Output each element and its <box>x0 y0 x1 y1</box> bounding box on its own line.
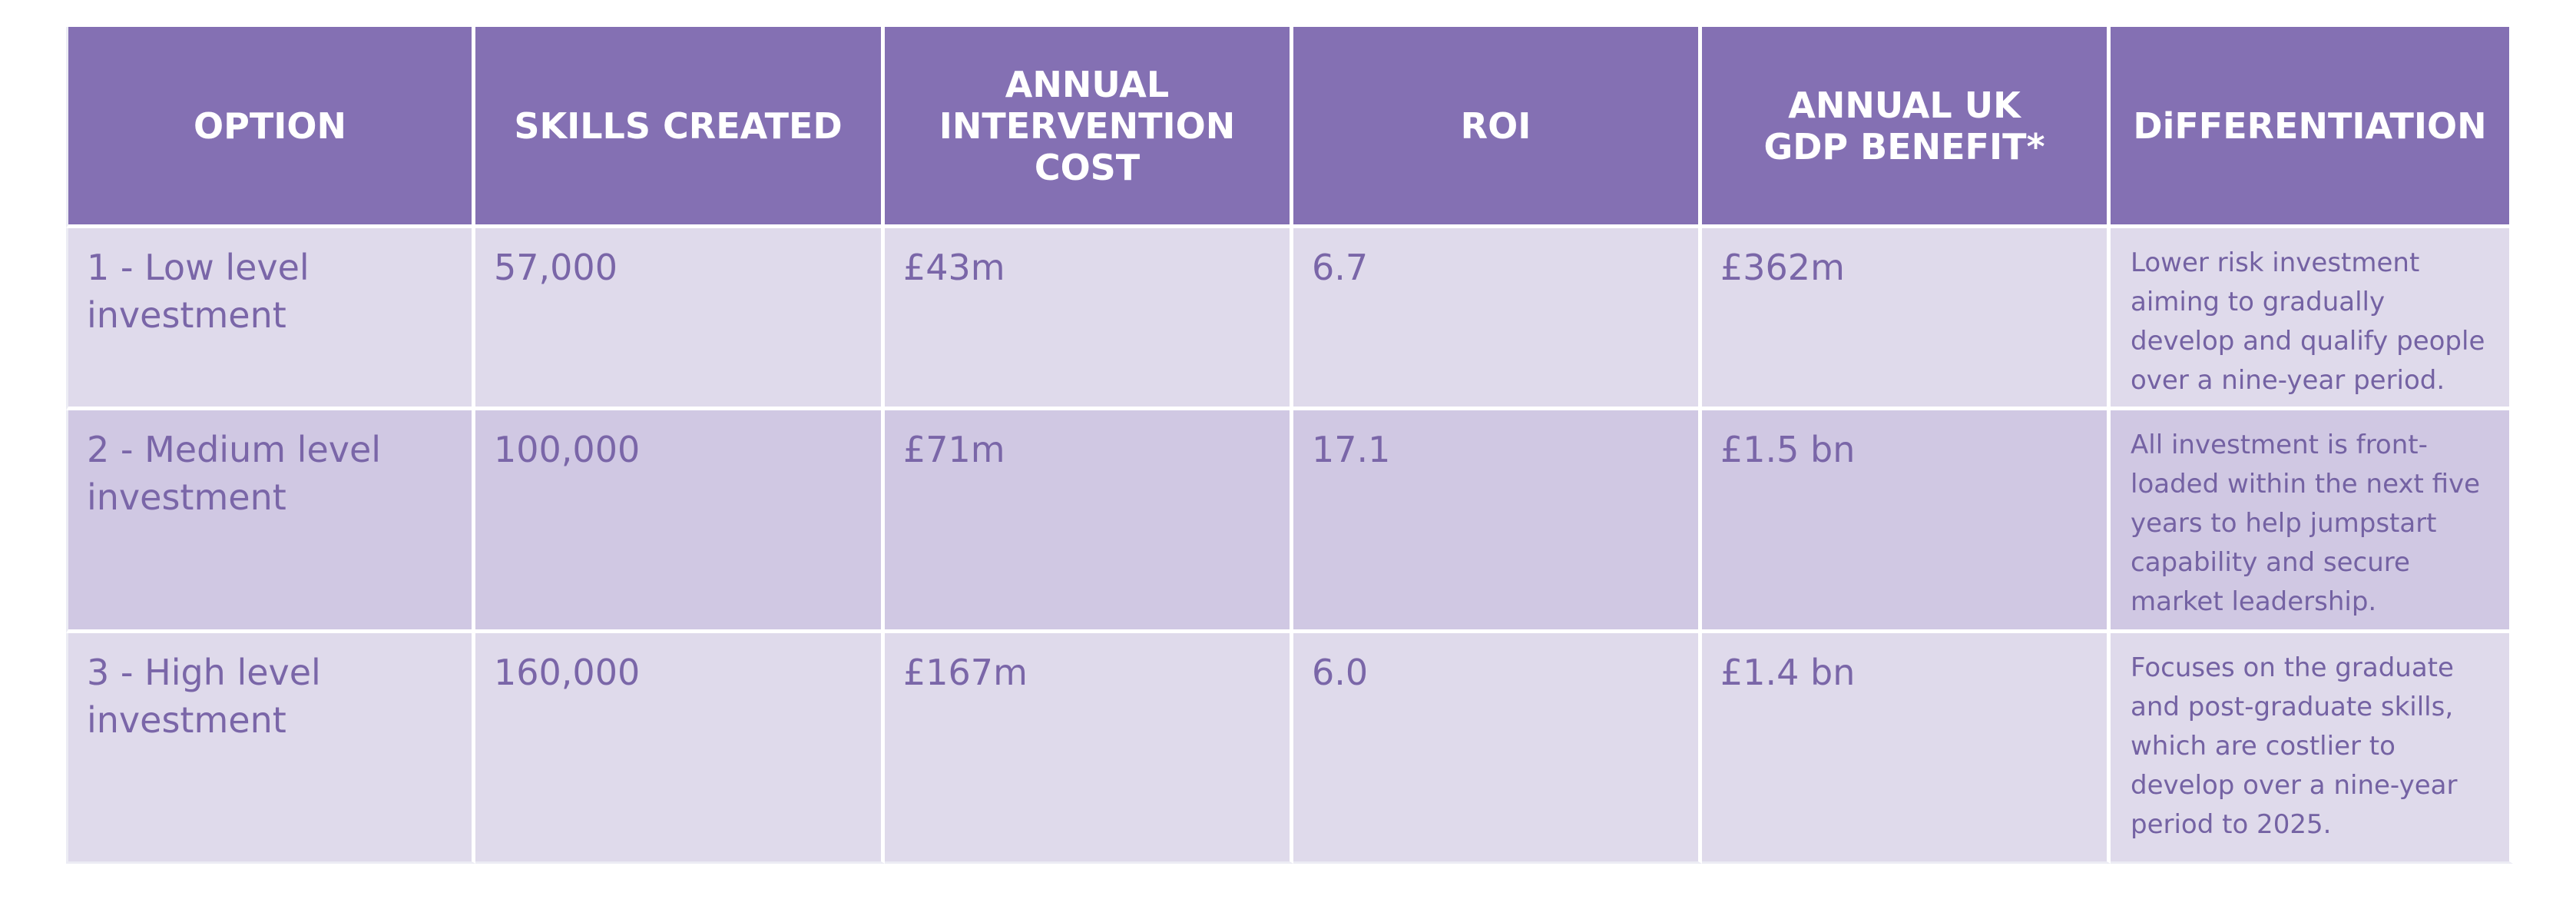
table-header-row: OPTION SKILLS CREATED ANNUAL INTERVENTIO… <box>66 27 2513 228</box>
cell-differentiation: All investment is front-loaded within th… <box>2111 410 2513 633</box>
cell-option: 2 - Medium level investment <box>66 410 475 633</box>
header-option: OPTION <box>66 27 475 228</box>
cell-annual-intervention-cost: £167m <box>885 633 1293 864</box>
cell-roi: 6.7 <box>1293 228 1702 410</box>
investment-options-table: OPTION SKILLS CREATED ANNUAL INTERVENTIO… <box>66 27 2513 864</box>
cell-roi: 6.0 <box>1293 633 1702 864</box>
cell-roi: 17.1 <box>1293 410 1702 633</box>
header-annual-intervention-cost: ANNUAL INTERVENTION COST <box>885 27 1293 228</box>
table-row: 2 - Medium level investment 100,000 £71m… <box>66 410 2513 633</box>
cell-annual-uk-gdp-benefit: £1.4 bn <box>1702 633 2111 864</box>
cell-differentiation: Lower risk investment aiming to graduall… <box>2111 228 2513 410</box>
cell-annual-uk-gdp-benefit: £1.5 bn <box>1702 410 2111 633</box>
header-differentiation: DiFFERENTIATION <box>2111 27 2513 228</box>
cell-option: 3 - High level investment <box>66 633 475 864</box>
cell-annual-uk-gdp-benefit: £362m <box>1702 228 2111 410</box>
cell-option: 1 - Low level investment <box>66 228 475 410</box>
cell-differentiation: Focuses on the graduate and post-graduat… <box>2111 633 2513 864</box>
cell-skills-created: 100,000 <box>475 410 885 633</box>
table-row: 3 - High level investment 160,000 £167m … <box>66 633 2513 864</box>
header-roi: ROI <box>1293 27 1702 228</box>
cell-annual-intervention-cost: £71m <box>885 410 1293 633</box>
table-row: 1 - Low level investment 57,000 £43m 6.7… <box>66 228 2513 410</box>
header-skills-created: SKILLS CREATED <box>475 27 885 228</box>
cell-skills-created: 160,000 <box>475 633 885 864</box>
header-annual-uk-gdp-benefit: ANNUAL UK GDP BENEFIT* <box>1702 27 2111 228</box>
cell-skills-created: 57,000 <box>475 228 885 410</box>
cell-annual-intervention-cost: £43m <box>885 228 1293 410</box>
